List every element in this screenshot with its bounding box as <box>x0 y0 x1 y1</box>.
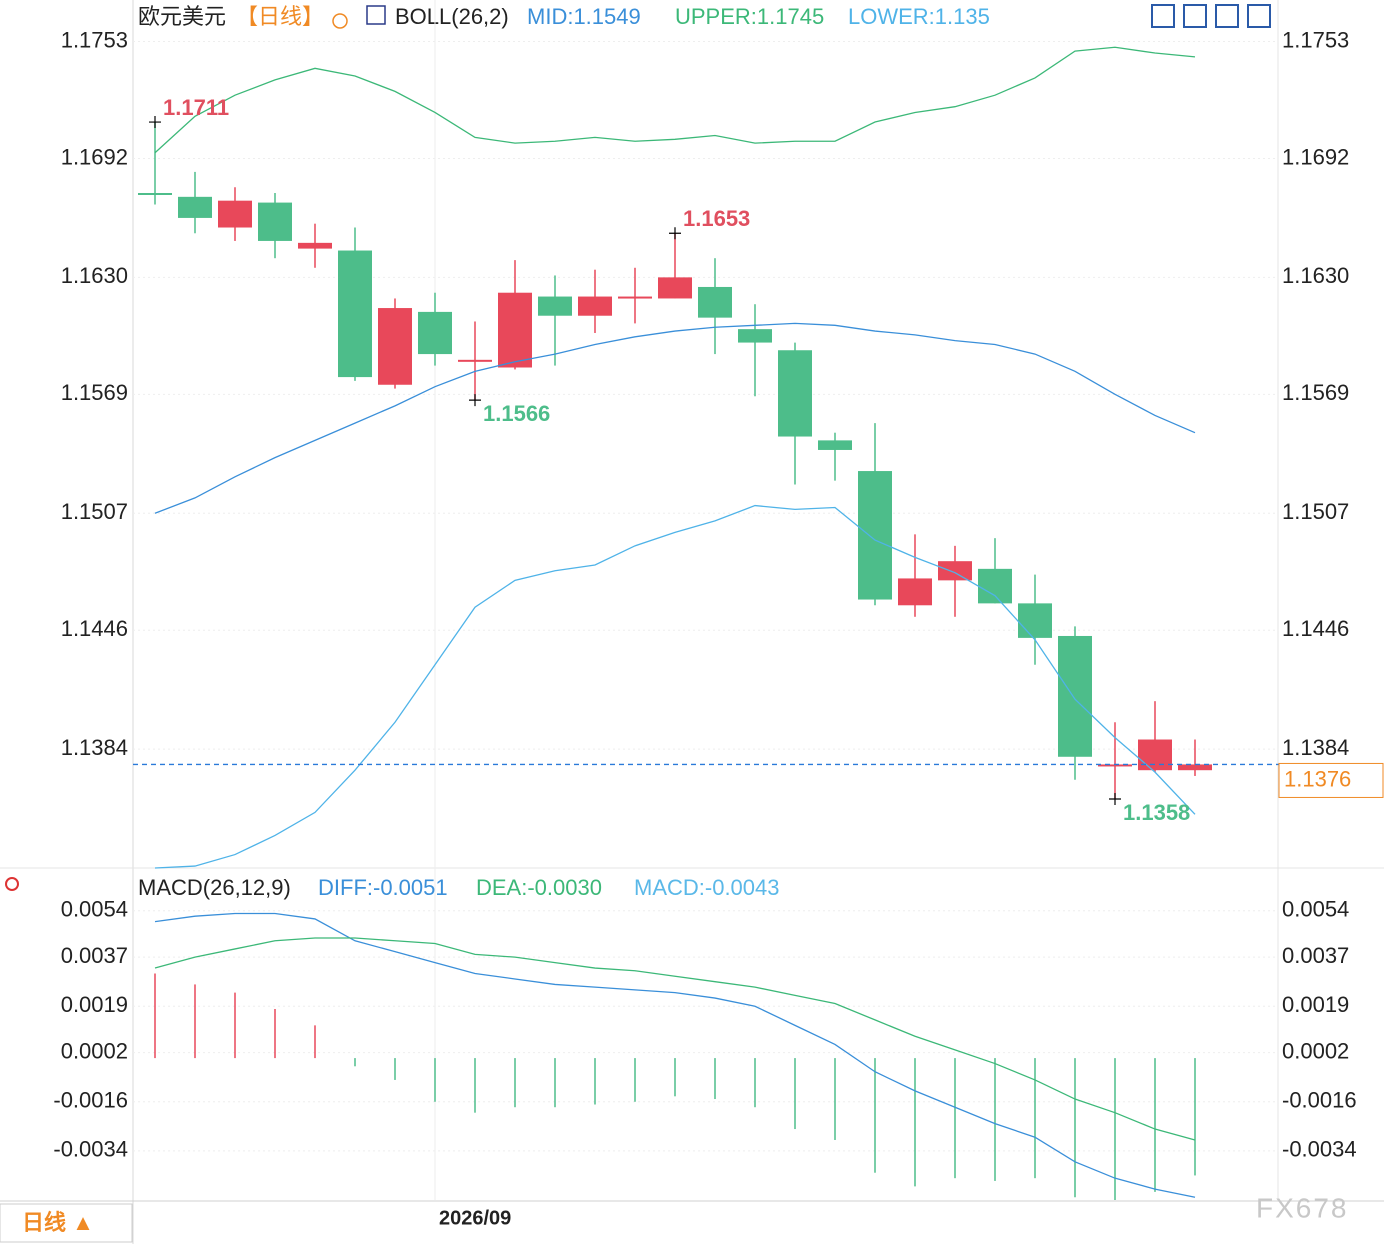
extreme-marker <box>149 116 161 129</box>
legend-entry: UPPER:1.1745 <box>675 4 824 29</box>
candle-body <box>858 471 892 600</box>
y-tick-label: 1.1446 <box>61 616 128 641</box>
y-tick-label: 1.1630 <box>61 263 128 288</box>
candle-body <box>218 200 252 228</box>
legend-entry: MACD:-0.0043 <box>634 875 780 900</box>
y-tick-label: 1.1753 <box>1282 27 1349 52</box>
candle-body <box>1058 635 1092 757</box>
y-tick-label: 1.1692 <box>61 144 128 169</box>
candle-body <box>338 250 372 378</box>
watermark: FX678 <box>1256 1192 1349 1223</box>
extreme-marker <box>469 394 481 407</box>
extreme-label: 1.1653 <box>683 206 750 231</box>
x-tick-label: 2026/09 <box>439 1207 511 1229</box>
candle-body <box>778 350 812 437</box>
indicator-line <box>154 322 1196 514</box>
candle-body <box>1018 603 1052 638</box>
candle-body <box>538 296 572 316</box>
tool-button[interactable] <box>1151 4 1175 28</box>
y-tick-label: -0.0034 <box>53 1137 128 1162</box>
tool-button[interactable] <box>1215 4 1239 28</box>
extreme-marker <box>1109 792 1121 805</box>
toolbar[interactable] <box>1151 4 1271 28</box>
legend-entry: DEA:-0.0030 <box>476 875 602 900</box>
extreme-label: 1.1711 <box>163 95 229 120</box>
indicator-line <box>154 937 1196 1141</box>
candle-body <box>458 359 492 362</box>
extreme-marker <box>669 227 681 240</box>
period-tab[interactable] <box>0 1203 133 1243</box>
y-tick-label: 1.1630 <box>1282 263 1349 288</box>
y-tick-label: 1.1384 <box>1282 735 1349 760</box>
y-tick-label: 1.1384 <box>61 735 128 760</box>
chart-title: 欧元美元 <box>138 4 226 29</box>
y-tick-label: -0.0016 <box>53 1088 128 1113</box>
add-icon[interactable] <box>332 13 348 29</box>
candle-body <box>1098 764 1132 767</box>
candle-body <box>978 568 1012 604</box>
tool-button[interactable] <box>1247 4 1271 28</box>
candle-body <box>1178 764 1212 771</box>
candle-body <box>738 329 772 343</box>
candle-body <box>698 286 732 318</box>
y-tick-label: 0.0054 <box>61 897 128 922</box>
candle-body <box>818 440 852 450</box>
indicator-line <box>154 912 1196 1198</box>
settings-icon[interactable] <box>5 877 19 891</box>
y-tick-label: 1.1507 <box>1282 499 1349 524</box>
candle-body <box>498 292 532 368</box>
y-tick-label: 1.1507 <box>61 499 128 524</box>
last-price-label: 1.1376 <box>1284 766 1351 791</box>
tool-button[interactable] <box>1183 4 1207 28</box>
y-tick-label: 0.0019 <box>61 992 128 1017</box>
candle-body <box>298 242 332 249</box>
macd-title: MACD(26,12,9) <box>138 875 291 900</box>
extreme-label: 1.1358 <box>1123 800 1190 825</box>
indicator-icon[interactable] <box>366 5 386 25</box>
y-tick-label: 1.1692 <box>1282 144 1349 169</box>
candle-body <box>658 277 692 299</box>
period-label: 【日线】 <box>236 4 324 29</box>
candle-body <box>418 311 452 355</box>
y-tick-label: -0.0034 <box>1282 1137 1357 1162</box>
y-tick-label: 0.0002 <box>1282 1038 1349 1063</box>
candle-body <box>138 192 172 195</box>
last-price-box <box>1278 762 1384 798</box>
extreme-label: 1.1566 <box>483 401 550 426</box>
legend-entry: MID:1.1549 <box>527 4 641 29</box>
y-tick-label: 0.0037 <box>1282 943 1349 968</box>
candle-body <box>618 296 652 299</box>
candle-body <box>1138 739 1172 771</box>
y-tick-label: 0.0054 <box>1282 897 1349 922</box>
candle-body <box>178 196 212 218</box>
candle-body <box>578 296 612 316</box>
candle-body <box>378 308 412 385</box>
candle-body <box>938 561 972 581</box>
indicator-line <box>154 46 1196 154</box>
legend-entry: LOWER:1.135 <box>848 4 990 29</box>
indicator-line <box>154 504 1196 869</box>
y-tick-label: 1.1446 <box>1282 616 1349 641</box>
y-tick-label: -0.0016 <box>1282 1088 1357 1113</box>
indicator-label: BOLL(26,2) <box>395 4 509 29</box>
y-tick-label: 1.1753 <box>61 27 128 52</box>
y-tick-label: 0.0019 <box>1282 992 1349 1017</box>
legend-entry: DIFF:-0.0051 <box>318 875 448 900</box>
period-tab-label[interactable]: 日线 ▲ <box>22 1210 94 1235</box>
y-tick-label: 1.1569 <box>61 380 128 405</box>
candle-body <box>898 578 932 606</box>
y-tick-label: 0.0002 <box>61 1038 128 1063</box>
y-tick-label: 1.1569 <box>1282 380 1349 405</box>
y-tick-label: 0.0037 <box>61 943 128 968</box>
candle-body <box>258 202 292 241</box>
